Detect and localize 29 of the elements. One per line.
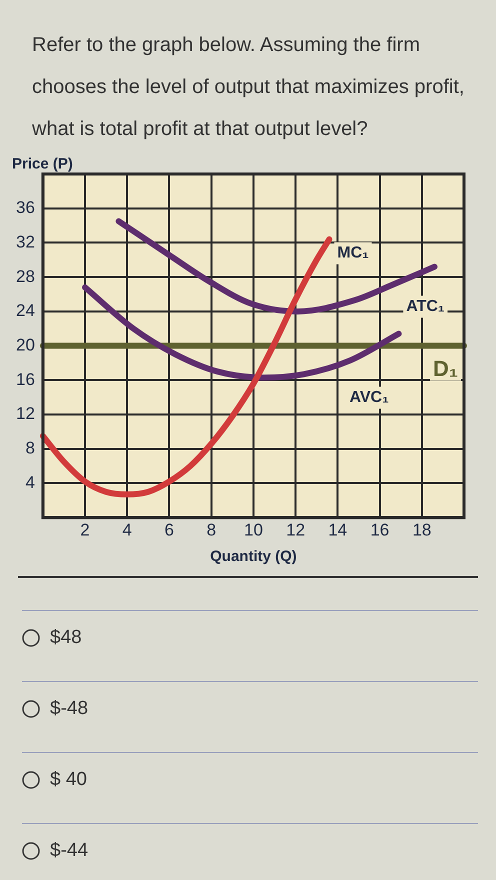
text: $-44 bbox=[50, 840, 88, 862]
y-axis-title: Price (P) bbox=[12, 156, 73, 173]
series-label: D₁ bbox=[433, 356, 458, 381]
x-tick-label: 2 bbox=[80, 520, 90, 540]
chart-title: Refer to the graph below. Assuming the firm chooses the level of output that maximizes profit, what is total profit at that output level? bbox=[31, 33, 466, 142]
x-tick-label: 4 bbox=[122, 520, 132, 540]
text: $48 bbox=[50, 627, 82, 649]
y-tick-label: 16 bbox=[16, 370, 35, 389]
text: $ 40 bbox=[50, 769, 87, 791]
y-tick-label: 28 bbox=[16, 266, 35, 286]
x-tick-label: 16 bbox=[370, 520, 390, 540]
text: $-48 bbox=[50, 698, 88, 720]
y-tick-label: 24 bbox=[16, 301, 35, 320]
x-tick-label: 6 bbox=[164, 520, 174, 540]
series-label: MC₁ bbox=[337, 244, 370, 262]
y-tick-label: 36 bbox=[16, 198, 35, 218]
series-label: AVC₁ bbox=[350, 389, 390, 406]
x-tick-label: 12 bbox=[286, 520, 306, 540]
x-tick-label: 14 bbox=[328, 520, 348, 540]
y-tick-label: 20 bbox=[16, 335, 35, 354]
x-tick-label: 10 bbox=[244, 520, 263, 540]
x-tick-label: 8 bbox=[206, 520, 216, 540]
x-tick-label: 18 bbox=[412, 520, 432, 540]
y-tick-label: 12 bbox=[16, 404, 35, 424]
x-axis-title: Quantity (Q) bbox=[210, 548, 297, 566]
y-tick-label: 4 bbox=[25, 472, 35, 492]
y-tick-label: 8 bbox=[25, 438, 35, 458]
y-tick-label: 32 bbox=[16, 232, 35, 252]
series-label: ATC₁ bbox=[406, 298, 445, 316]
